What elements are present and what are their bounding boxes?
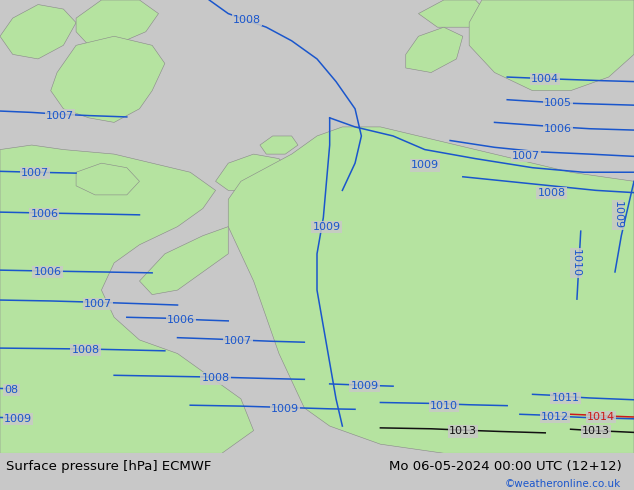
Text: 1006: 1006 <box>34 267 61 277</box>
Polygon shape <box>76 0 158 46</box>
Text: 08: 08 <box>4 385 18 395</box>
Text: 1009: 1009 <box>351 381 378 391</box>
Text: 1005: 1005 <box>544 98 572 108</box>
Text: 1008: 1008 <box>538 188 566 197</box>
Polygon shape <box>139 226 228 294</box>
Text: 1013: 1013 <box>582 426 610 437</box>
Text: 1006: 1006 <box>167 315 195 324</box>
Text: 1012: 1012 <box>541 412 569 422</box>
Text: 1013: 1013 <box>449 426 477 437</box>
Text: 1007: 1007 <box>46 111 74 121</box>
Text: 1010: 1010 <box>430 401 458 411</box>
Text: 1008: 1008 <box>202 373 230 384</box>
Polygon shape <box>228 127 634 453</box>
Polygon shape <box>418 0 488 27</box>
Text: 1009: 1009 <box>411 160 439 171</box>
Polygon shape <box>216 154 292 191</box>
Text: 1009: 1009 <box>4 414 32 424</box>
Text: 1008: 1008 <box>233 15 261 25</box>
Polygon shape <box>0 4 76 59</box>
Polygon shape <box>0 145 254 453</box>
Text: 1009: 1009 <box>271 404 299 414</box>
Text: 1011: 1011 <box>552 393 579 403</box>
Text: ©weatheronline.co.uk: ©weatheronline.co.uk <box>505 480 621 490</box>
Polygon shape <box>51 36 165 122</box>
Text: 1010: 1010 <box>571 249 581 277</box>
Text: 1007: 1007 <box>512 151 540 161</box>
Text: 1004: 1004 <box>531 74 559 84</box>
Text: 1008: 1008 <box>72 345 100 355</box>
Polygon shape <box>406 27 463 73</box>
Polygon shape <box>469 0 634 91</box>
Text: Surface pressure [hPa] ECMWF: Surface pressure [hPa] ECMWF <box>6 460 212 473</box>
Text: 1014: 1014 <box>587 412 615 422</box>
Polygon shape <box>76 163 139 195</box>
Text: 1006: 1006 <box>30 209 58 219</box>
Text: 1007: 1007 <box>224 336 252 346</box>
Text: 1009: 1009 <box>613 201 623 229</box>
Text: 1009: 1009 <box>313 221 340 232</box>
Text: 1006: 1006 <box>544 124 572 134</box>
Text: Mo 06-05-2024 00:00 UTC (12+12): Mo 06-05-2024 00:00 UTC (12+12) <box>389 460 621 473</box>
Polygon shape <box>260 136 298 154</box>
Text: 1007: 1007 <box>21 168 49 178</box>
Text: 1007: 1007 <box>84 299 112 309</box>
